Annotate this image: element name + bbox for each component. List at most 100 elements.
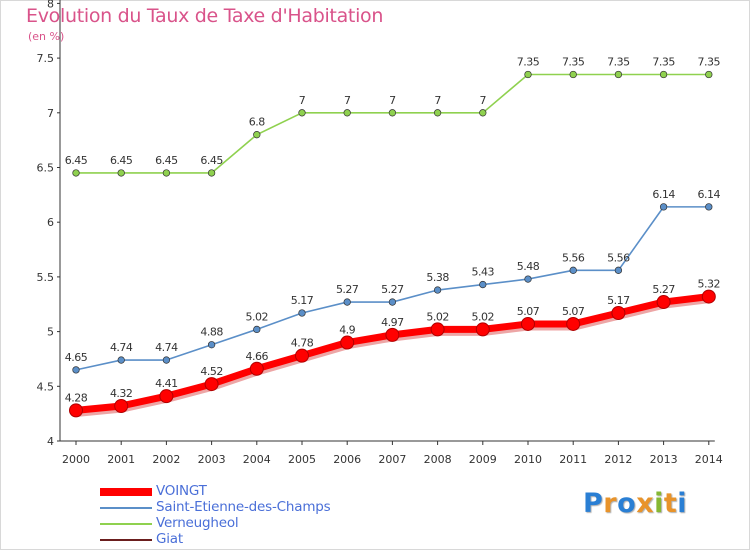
data-label: 6.45 <box>65 154 88 167</box>
x-tick-label: 2011 <box>559 453 587 466</box>
data-point <box>207 169 216 177</box>
data-point <box>388 109 397 117</box>
data-point <box>479 109 487 117</box>
data-label: 4.88 <box>200 326 223 339</box>
x-tick-label: 2010 <box>514 453 542 466</box>
data-label: 4.28 <box>65 391 88 404</box>
data-point <box>433 109 442 117</box>
x-tick-label: 2013 <box>650 453 678 466</box>
legend-swatch <box>100 539 152 541</box>
data-label: 7.35 <box>562 56 585 69</box>
data-label: 6.14 <box>698 188 721 201</box>
series-saint-etienne-des-champs: 4.65 4.74 4.74 4.88 5.02 5.17 5.27 5.27 5.38 5.43… <box>65 188 721 374</box>
x-tick-label: 2003 <box>198 453 226 466</box>
data-label: 4.65 <box>65 351 88 364</box>
data-point <box>569 266 577 274</box>
logo-letter: r <box>603 488 618 519</box>
data-point <box>249 361 264 376</box>
data-point <box>343 109 351 117</box>
legend-label: VOINGT <box>156 483 207 499</box>
x-tick-label: 2001 <box>107 453 135 466</box>
data-label: 7 <box>344 94 351 107</box>
data-point <box>162 169 171 177</box>
series-voingt: 4.28 4.32 4.41 4.52 4.66 4.78 4.9 4.97 5.02 5.02 5… <box>65 278 721 418</box>
legend-label: Giat <box>156 531 183 547</box>
data-label: 4.78 <box>291 337 314 350</box>
data-point <box>117 169 125 177</box>
x-tick-label: 2012 <box>604 453 632 466</box>
data-label: 4.32 <box>110 387 133 400</box>
series-verneugheol: 6.45 6.45 6.45 6.45 6.8 7 7 7 7 7 7.35 7.35 7.35 7.35… <box>65 56 721 177</box>
data-label: 6.45 <box>155 154 178 167</box>
y-tick-label: 8 <box>47 0 54 10</box>
data-label: 5.07 <box>562 305 585 318</box>
x-tick-label: 2007 <box>378 453 406 466</box>
legend-label: Verneugheol <box>156 515 239 531</box>
logo-letter: t <box>663 488 678 519</box>
data-point <box>298 109 306 117</box>
logo-letter: i <box>677 488 688 519</box>
legend-label: Saint-Etienne-des-Champs <box>156 499 331 515</box>
y-tick-label: 5 <box>47 326 54 339</box>
data-point <box>72 169 80 177</box>
x-tick-label: 2014 <box>695 453 723 466</box>
data-label: 5.02 <box>426 310 449 323</box>
data-label: 7 <box>389 94 396 107</box>
data-label: 4.41 <box>155 377 178 390</box>
logo-letter: x <box>636 488 655 519</box>
data-point <box>705 70 713 79</box>
data-point <box>705 203 713 211</box>
data-label: 4.52 <box>200 365 223 378</box>
data-label: 7.35 <box>698 56 721 69</box>
data-point <box>388 298 397 306</box>
data-label: 5.27 <box>336 283 359 296</box>
data-label: 5.07 <box>517 305 540 318</box>
data-point <box>295 348 309 363</box>
y-tick-label: 6 <box>47 216 54 229</box>
data-point <box>701 289 716 304</box>
x-tick-label: 2000 <box>62 453 90 466</box>
data-label: 6.14 <box>652 188 675 201</box>
data-label: 5.17 <box>607 294 630 307</box>
chart-subtitle: (en %) <box>28 30 65 43</box>
data-point <box>207 341 216 349</box>
chart-title: Evolution du Taux de Taxe d'Habitation <box>26 5 384 27</box>
y-tick-label: 7.5 <box>37 52 55 65</box>
data-label: 4.66 <box>246 350 269 363</box>
data-label: 5.48 <box>517 260 540 273</box>
data-label: 4.74 <box>110 341 133 354</box>
data-point <box>204 377 219 392</box>
proxiti-logo: Proxiti <box>583 488 687 519</box>
data-point <box>475 322 490 337</box>
y-tick-label: 4.5 <box>37 380 55 393</box>
x-tick-label: 2002 <box>152 453 180 466</box>
data-point <box>479 280 487 289</box>
data-label: 6.45 <box>110 154 133 167</box>
data-label: 7.35 <box>652 56 675 69</box>
data-label: 5.27 <box>652 283 675 296</box>
data-label: 7.35 <box>607 56 630 69</box>
legend-swatch <box>100 523 152 525</box>
data-point <box>524 70 532 79</box>
y-tick-label: 4 <box>47 435 54 448</box>
data-label: 5.02 <box>246 310 269 323</box>
data-label: 5.56 <box>562 251 585 264</box>
data-point <box>343 298 351 306</box>
data-point <box>253 325 261 334</box>
data-point <box>656 295 671 310</box>
data-point <box>659 70 668 79</box>
x-tick-label: 2008 <box>424 453 452 466</box>
chart-axes: 44.555.566.577.588.599.51010.51120002001… <box>37 0 723 466</box>
data-point <box>69 403 83 418</box>
data-point <box>521 316 535 331</box>
x-tick-label: 2006 <box>333 453 361 466</box>
x-tick-label: 2009 <box>469 453 497 466</box>
legend-swatch <box>100 507 152 509</box>
data-point <box>385 327 400 342</box>
data-point <box>524 275 532 283</box>
data-label: 6.8 <box>249 116 265 129</box>
data-label: 4.74 <box>155 341 178 354</box>
x-tick-label: 2005 <box>288 453 316 466</box>
data-point <box>298 309 306 317</box>
